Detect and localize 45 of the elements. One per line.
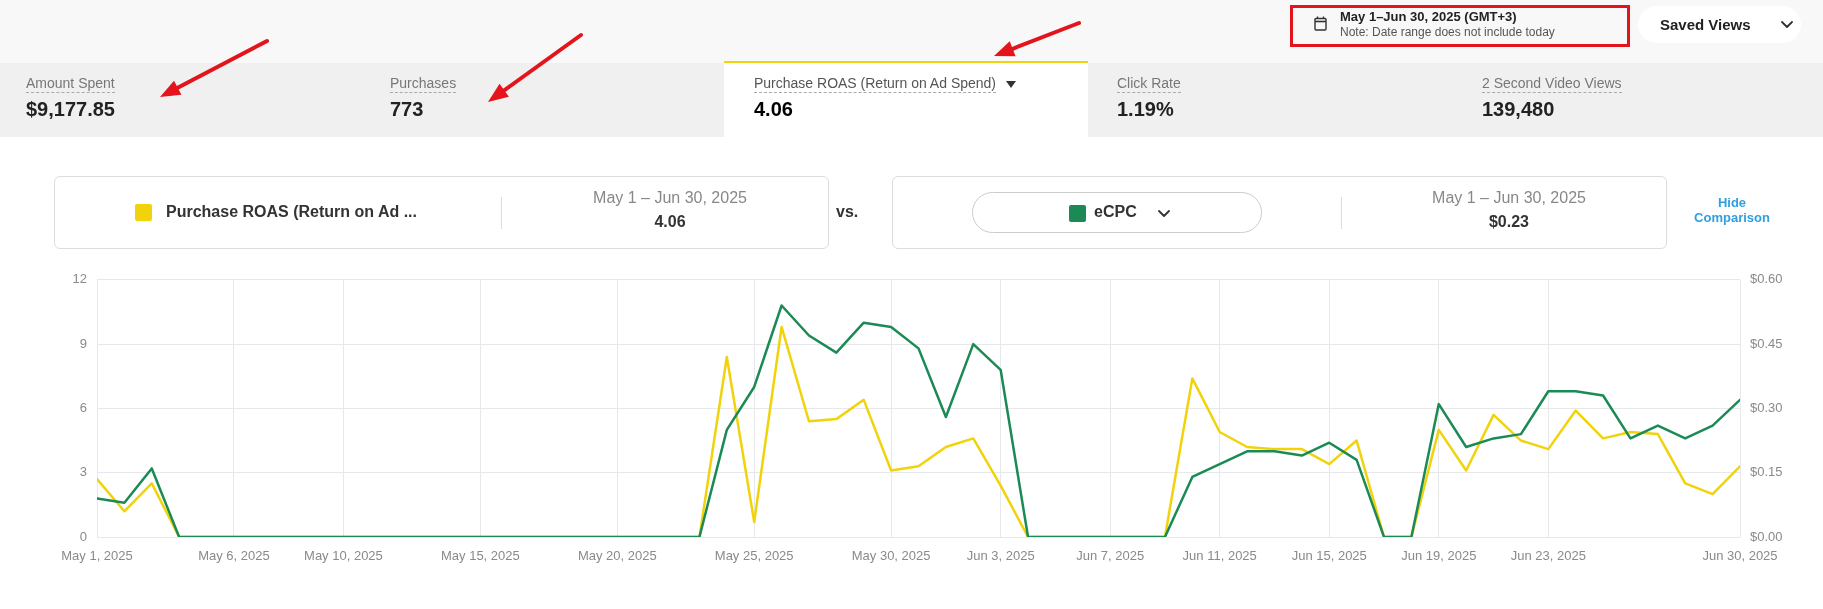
- text: Saved Views: [1660, 16, 1751, 33]
- text: May 1 – Jun 30, 2025: [1432, 189, 1586, 206]
- text: May 1 – Jun 30, 2025: [593, 189, 747, 206]
- x-tick-label: May 15, 2025: [440, 548, 520, 564]
- text: 4.06: [754, 98, 793, 121]
- legend-label: eCPC: [1094, 203, 1137, 221]
- x-tick-label: Jun 15, 2025: [1291, 548, 1367, 564]
- legend-label: Purchase ROAS (Return on Ad ...: [166, 203, 417, 221]
- x-tick-label: May 25, 2025: [714, 548, 794, 564]
- text: 4.06: [654, 213, 686, 230]
- y-tick-label: 6: [79, 399, 87, 415]
- text: vs.: [836, 203, 859, 221]
- y2-tick-label: $0.00: [1750, 528, 1783, 544]
- y2-tick-label: $0.15: [1750, 464, 1783, 480]
- text: $9,177.85: [26, 98, 115, 121]
- y-tick-label: 0: [79, 528, 87, 544]
- y2-tick-label: $0.30: [1750, 399, 1783, 415]
- text: 1.19%: [1117, 98, 1174, 121]
- y2-tick-label: $0.45: [1750, 335, 1783, 351]
- text: Click Rate: [1117, 75, 1181, 93]
- x-tick-label: Jun 23, 2025: [1510, 548, 1586, 564]
- x-tick-label: May 10, 2025: [304, 548, 383, 564]
- y-tick-label: 9: [79, 335, 87, 351]
- x-tick-label: Jun 3, 2025: [966, 548, 1035, 564]
- text: 2 Second Video Views: [1482, 75, 1622, 93]
- x-tick-label: May 30, 2025: [851, 548, 931, 564]
- text: 139,480: [1482, 98, 1555, 121]
- y-tick-label: 3: [79, 464, 87, 480]
- text: Amount Spent: [26, 75, 115, 93]
- text: Purchase ROAS (Return on Ad Spend): [754, 75, 997, 93]
- text: Purchases: [390, 75, 457, 93]
- text: May 1–Jun 30, 2025 (GMT+3): [1340, 9, 1517, 24]
- x-tick-label: Jun 30, 2025: [1702, 548, 1778, 564]
- text: Note: Date range does not include today: [1340, 25, 1555, 39]
- x-tick-label: Jun 7, 2025: [1076, 548, 1145, 564]
- x-tick-label: May 6, 2025: [198, 548, 270, 564]
- x-tick-label: May 20, 2025: [577, 548, 657, 564]
- text: 773: [390, 98, 424, 121]
- x-tick-label: Jun 11, 2025: [1182, 548, 1257, 564]
- text: Hide Comparison: [1693, 195, 1771, 225]
- y2-tick-label: $0.60: [1750, 271, 1783, 287]
- text: $0.23: [1488, 213, 1530, 230]
- x-tick-label: Jun 19, 2025: [1401, 548, 1477, 564]
- y-tick-label: 12: [72, 271, 87, 287]
- x-tick-label: May 1, 2025: [61, 548, 133, 564]
